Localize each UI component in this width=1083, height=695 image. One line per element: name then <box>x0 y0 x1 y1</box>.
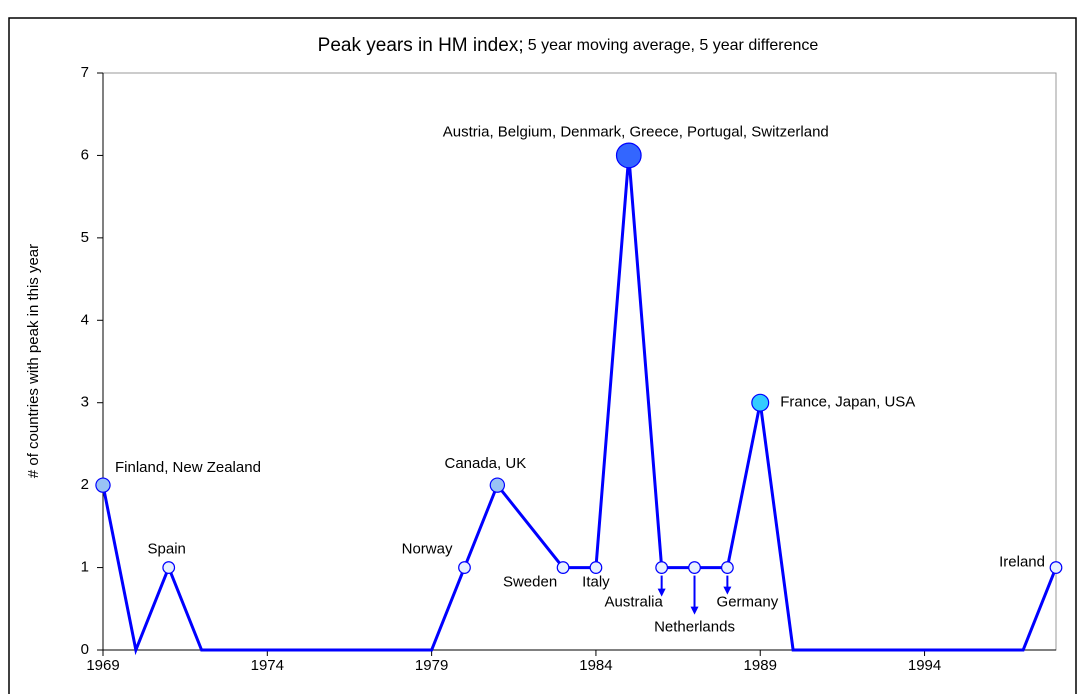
data-label: Austria, Belgium, Denmark, Greece, Portu… <box>443 123 829 140</box>
data-point <box>489 477 506 493</box>
y-tick-label: 6 <box>81 146 89 163</box>
data-point <box>615 142 642 169</box>
data-point <box>162 561 176 574</box>
x-tick-label: 1974 <box>251 657 284 674</box>
label-arrowhead <box>690 606 699 615</box>
plot-frame <box>102 72 1057 651</box>
data-point <box>458 561 471 574</box>
data-point <box>688 561 701 574</box>
subtitle: 5 year moving average, 5 year difference <box>528 37 819 54</box>
data-point <box>720 561 734 574</box>
y-tick-label: 1 <box>81 559 89 576</box>
data-label: Sweden <box>503 574 557 591</box>
y-tick-label: 2 <box>81 476 89 493</box>
data-label: Norway <box>402 541 453 558</box>
data-label: Italy <box>582 574 610 591</box>
data-label: Canada, UK <box>444 455 526 472</box>
y-tick-label: 4 <box>81 311 89 328</box>
data-label: France, Japan, USA <box>780 394 915 411</box>
label-arrowhead <box>657 588 666 597</box>
data-point <box>655 561 669 574</box>
chart-title: Peak years in HM index; 5 year moving av… <box>318 35 819 56</box>
data-label: Finland, New Zealand <box>115 459 261 476</box>
x-tick-label: 1984 <box>579 657 612 674</box>
y-tick-label: 0 <box>81 641 89 658</box>
y-tick-label: 5 <box>81 229 89 246</box>
x-tick-label: 1979 <box>415 657 448 674</box>
data-point <box>556 561 570 574</box>
data-label: Germany <box>717 594 779 611</box>
y-tick-label: 3 <box>81 394 89 411</box>
data-point <box>95 477 111 493</box>
data-label: Ireland <box>999 554 1045 571</box>
data-point <box>751 393 770 412</box>
y-tick-label: 7 <box>81 64 89 81</box>
data-label: Netherlands <box>654 619 735 636</box>
y-axis-label: # of countries with peak in this year <box>25 244 42 478</box>
title: Peak years in HM index; <box>318 35 524 56</box>
label-arrowhead <box>723 586 732 595</box>
data-point <box>1049 561 1063 574</box>
x-tick-label: 1994 <box>908 657 941 674</box>
chart-frame <box>8 17 1077 694</box>
x-tick-label: 1989 <box>744 657 777 674</box>
data-label: Spain <box>148 541 186 558</box>
data-label: Australia <box>604 594 663 611</box>
x-tick-label: 1969 <box>86 657 119 674</box>
data-point <box>589 561 603 574</box>
